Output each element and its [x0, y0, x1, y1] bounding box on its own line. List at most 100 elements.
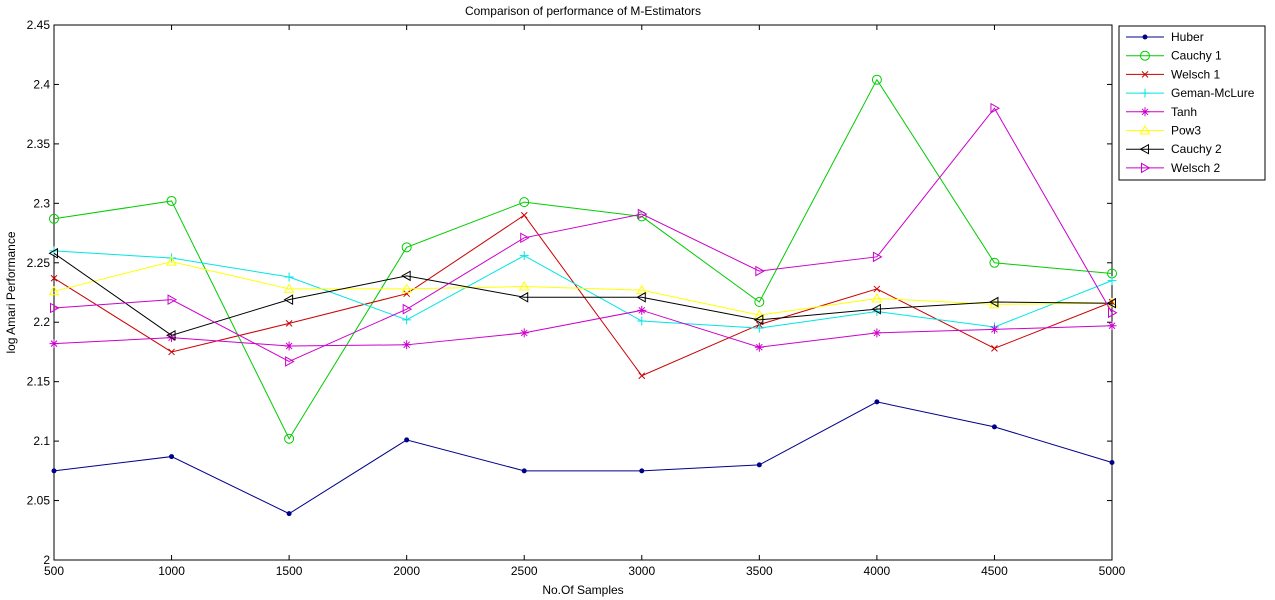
data-point	[1142, 34, 1148, 40]
data-point	[1140, 107, 1150, 117]
data-point	[872, 251, 883, 263]
x-tick-label: 4000	[864, 564, 891, 578]
data-point	[1140, 88, 1150, 98]
data-point	[753, 309, 765, 320]
data-point	[285, 320, 293, 327]
data-point	[637, 305, 647, 315]
data-point	[1106, 297, 1116, 309]
data-point	[1107, 276, 1117, 286]
data-point	[518, 281, 530, 291]
data-point	[401, 283, 413, 293]
data-point	[50, 302, 60, 314]
chart-title: Comparison of performance of M-Estimator…	[465, 4, 701, 18]
x-tick-label: 3500	[746, 564, 773, 578]
y-tick-label: 2.1	[33, 434, 50, 448]
data-point	[872, 328, 882, 338]
data-point	[168, 348, 175, 356]
data-point	[166, 195, 177, 206]
data-point	[1141, 71, 1149, 78]
series-welsch-2	[50, 102, 1118, 367]
axis-ticks: 500 1000 1500 2000 2500 3000 3500 4000 4500 5000 2…	[27, 18, 1126, 578]
y-tick-label: 2.05	[27, 494, 51, 508]
data-point	[1107, 321, 1117, 331]
data-point	[871, 303, 881, 315]
legend-label: Tanh	[1171, 105, 1197, 119]
data-point	[283, 294, 294, 305]
y-tick-label: 2.3	[33, 196, 50, 210]
legend-item: Welsch 2	[1126, 161, 1220, 175]
data-point	[638, 372, 646, 380]
data-point	[754, 323, 764, 333]
series-cauchy-1	[49, 74, 1117, 444]
x-tick-label: 4500	[981, 564, 1008, 578]
y-tick-label: 2.4	[33, 77, 50, 91]
y-axis-label: log Amari Performance	[4, 231, 18, 353]
series-line	[53, 261, 1113, 316]
data-point	[48, 285, 60, 296]
series-huber	[51, 399, 1115, 517]
x-tick-label: 1500	[276, 564, 303, 578]
plot-area	[53, 24, 1113, 561]
legend-label: Welsch 2	[1171, 161, 1220, 175]
data-point	[756, 462, 762, 468]
data-point	[284, 341, 294, 351]
legend-item: Cauchy 2	[1126, 142, 1222, 156]
data-point	[1139, 143, 1149, 155]
series-line	[53, 214, 1113, 377]
data-point	[284, 433, 295, 444]
data-point	[639, 468, 645, 474]
data-point	[990, 102, 1000, 114]
data-point	[285, 356, 295, 367]
legend-item: Tanh	[1126, 105, 1197, 119]
data-point	[518, 291, 529, 303]
legend-label: Geman-McLure	[1171, 86, 1255, 100]
legend: Huber Cauchy 1 Welsch 1 Geman-McLure Tanh Pow…	[1118, 25, 1266, 181]
legend-item: Huber	[1126, 30, 1204, 44]
data-point	[402, 303, 413, 315]
data-point	[284, 272, 294, 282]
x-axis-label: No.Of Samples	[542, 583, 623, 597]
data-point	[991, 345, 998, 352]
data-point	[989, 324, 999, 334]
legend-label: Welsch 1	[1171, 67, 1220, 81]
series-line	[53, 252, 1113, 336]
series-line	[53, 401, 1113, 515]
y-tick-label: 2.45	[27, 18, 51, 32]
x-tick-label: 500	[44, 564, 64, 578]
data-point	[519, 197, 530, 208]
x-tick-label: 2000	[393, 564, 420, 578]
series-tanh	[49, 305, 1117, 352]
series-line	[53, 78, 1113, 440]
legend-label: Cauchy 2	[1171, 142, 1222, 156]
series-line	[53, 309, 1113, 348]
data-point	[1109, 460, 1115, 466]
data-point	[286, 511, 292, 517]
legend-item: Cauchy 1	[1126, 49, 1222, 63]
data-point	[50, 274, 58, 282]
data-point	[166, 256, 177, 266]
data-point	[519, 328, 529, 338]
data-point	[402, 315, 412, 325]
data-point	[991, 424, 997, 430]
data-point	[51, 468, 57, 474]
data-point	[754, 342, 764, 352]
y-tick-label: 2	[43, 553, 50, 567]
data-point	[49, 339, 59, 349]
data-point	[754, 297, 765, 308]
data-point	[755, 265, 765, 277]
legend-item: Geman-McLure	[1126, 86, 1255, 100]
data-point	[519, 251, 529, 261]
data-point	[520, 211, 528, 219]
data-point	[871, 292, 883, 303]
data-point	[167, 294, 178, 305]
x-tick-label: 1000	[158, 564, 185, 578]
x-tick-label: 5000	[1099, 564, 1126, 578]
data-point	[169, 454, 175, 460]
data-point	[637, 316, 647, 326]
data-point	[49, 213, 59, 224]
data-point	[1140, 50, 1150, 61]
series-line	[53, 107, 1113, 363]
data-point	[873, 285, 881, 293]
legend-item: Pow3	[1126, 124, 1201, 138]
legend-item: Welsch 1	[1126, 67, 1220, 81]
